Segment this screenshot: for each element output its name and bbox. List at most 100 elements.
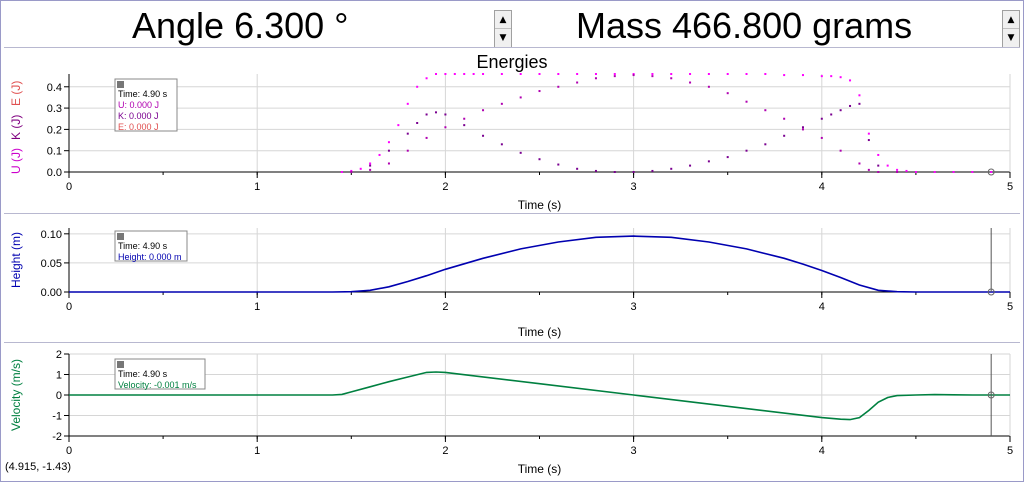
data-point-k	[434, 111, 437, 114]
data-point-k	[482, 134, 485, 137]
data-point-u	[877, 171, 880, 173]
cursor-coordinate-readout: (4.915, -1.43)	[5, 461, 72, 473]
angle-increase-icon[interactable]: ▲	[495, 11, 511, 29]
data-point-e	[397, 124, 400, 127]
data-point-k	[406, 132, 409, 135]
time-cursor-marker	[987, 391, 995, 399]
data-point-k	[745, 149, 748, 152]
data-point-k	[444, 113, 447, 116]
data-point-e	[378, 153, 381, 156]
data-point-k	[538, 158, 541, 161]
data-point-e	[783, 74, 786, 77]
legend-handle-icon	[117, 81, 124, 88]
x-tick-label: 3	[631, 301, 637, 313]
data-point-e	[971, 171, 974, 173]
x-tick-label: 4	[819, 301, 825, 313]
data-point-e	[707, 73, 710, 75]
legend-handle-icon	[117, 233, 124, 240]
y-axis-label-part: U (J)	[9, 148, 23, 174]
data-point-e	[425, 77, 428, 80]
data-point-k	[613, 171, 616, 173]
data-point-k	[594, 169, 597, 172]
x-tick-label: 4	[819, 445, 825, 457]
data-point-e	[613, 73, 616, 75]
data-point-e	[905, 169, 908, 172]
y-tick-label: 0.0	[47, 167, 62, 179]
data-point-e	[914, 171, 917, 173]
data-point-e	[877, 153, 880, 156]
data-point-k	[858, 102, 861, 105]
data-point-k	[839, 109, 842, 112]
x-axis-label: Time (s)	[518, 325, 562, 339]
data-point-u	[783, 117, 786, 120]
graph-divider-1	[4, 213, 1020, 214]
data-point-k	[576, 167, 579, 170]
data-point-k	[463, 124, 466, 127]
data-point-k	[783, 134, 786, 137]
data-point-k	[670, 167, 673, 170]
data-point-u	[369, 168, 372, 171]
data-point-u	[858, 162, 861, 165]
y-tick-label: -2	[52, 431, 62, 443]
data-point-u	[867, 168, 870, 171]
data-point-e	[839, 76, 842, 79]
data-point-e	[576, 73, 579, 75]
data-point-u	[726, 92, 729, 95]
y-tick-label: 0	[56, 390, 62, 402]
angle-decrease-icon[interactable]: ▼	[499, 33, 507, 43]
y-tick-label: 0.00	[41, 287, 62, 299]
data-point-e	[820, 75, 823, 78]
legend-time: Time: 4.90 s	[118, 369, 168, 379]
angle-readout: Angle 6.300 ° ▲ ▼	[4, 4, 514, 48]
data-point-e	[745, 73, 748, 75]
toolbar-divider	[4, 47, 1020, 48]
data-point-e	[538, 73, 541, 75]
data-point-u	[839, 149, 842, 152]
data-point-u	[406, 149, 409, 152]
data-point-e	[500, 73, 503, 75]
data-point-e	[990, 171, 993, 173]
y-tick-label: 0.10	[41, 229, 62, 241]
data-point-e	[830, 75, 833, 78]
data-point-k	[801, 126, 804, 129]
data-point-e	[933, 171, 936, 173]
data-point-u	[764, 109, 767, 112]
data-point-e	[453, 73, 456, 75]
data-point-u	[651, 75, 654, 78]
mass-increase-icon[interactable]: ▲	[1003, 11, 1019, 29]
data-point-e	[406, 102, 409, 105]
y-axis-label: Velocity (m/s)	[9, 359, 23, 431]
y-tick-label: 0.3	[47, 103, 62, 115]
data-point-e	[632, 73, 635, 75]
data-point-e	[369, 162, 372, 165]
y-tick-label: 0.4	[47, 82, 62, 94]
mass-decrease-icon[interactable]: ▼	[1007, 33, 1015, 43]
data-point-u	[519, 96, 522, 99]
data-point-k	[867, 139, 870, 142]
data-point-e	[463, 73, 466, 75]
data-point-k	[369, 164, 372, 167]
angle-spinner[interactable]: ▲ ▼	[494, 10, 512, 48]
y-tick-label: 1	[56, 370, 62, 382]
data-point-u	[463, 117, 466, 120]
x-tick-label: 0	[66, 181, 72, 193]
x-tick-label: 5	[1007, 445, 1013, 457]
data-point-k	[764, 143, 767, 146]
data-point-k	[416, 122, 419, 124]
x-axis-label: Time (s)	[518, 462, 562, 476]
legend-box	[114, 78, 178, 132]
x-tick-label: 2	[442, 445, 448, 457]
data-point-k	[707, 160, 710, 163]
x-tick-label: 2	[442, 301, 448, 313]
data-point-u	[594, 77, 597, 80]
data-point-k	[425, 113, 428, 116]
data-point-u	[613, 75, 616, 78]
data-point-e	[416, 85, 419, 88]
graph-divider-2	[4, 342, 1020, 343]
legend-entry: K: 0.000 J	[118, 111, 159, 121]
data-point-e	[952, 171, 955, 173]
data-point-u	[632, 74, 635, 77]
legend-time: Time: 4.90 s	[118, 241, 168, 251]
data-point-k	[519, 151, 522, 154]
